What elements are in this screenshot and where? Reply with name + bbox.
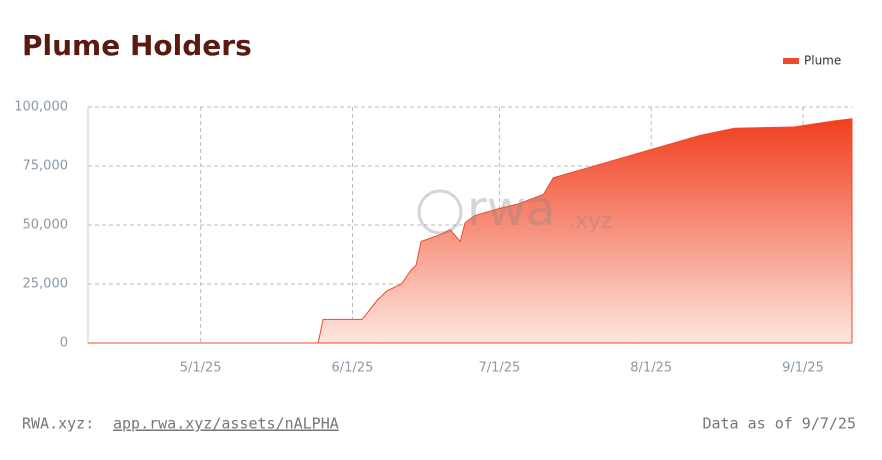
chart-title: Plume Holders xyxy=(22,29,252,62)
x-tick-label: 8/1/25 xyxy=(630,361,672,376)
y-tick-label: 25,000 xyxy=(23,277,69,292)
watermark-globe xyxy=(417,189,463,235)
y-tick-label: 50,000 xyxy=(23,218,69,233)
watermark-suffix: .xyz xyxy=(568,209,613,234)
x-tick-label: 5/1/25 xyxy=(180,361,222,376)
y-tick-label: 100,000 xyxy=(14,100,68,115)
footer-link[interactable]: app.rwa.xyz/assets/nALPHA xyxy=(113,415,339,433)
y-tick-label: 0 xyxy=(60,336,68,351)
area xyxy=(88,118,853,344)
legend-swatch xyxy=(783,58,799,64)
y-tick-label: 75,000 xyxy=(23,159,69,174)
footer-note: Data as of 9/7/25 xyxy=(702,415,856,433)
x-tick-label: 9/1/25 xyxy=(782,361,824,376)
x-tick-label: 7/1/25 xyxy=(478,361,520,376)
x-tick-label: 6/1/25 xyxy=(332,361,374,376)
legend-label: Plume xyxy=(804,54,841,68)
watermark: rwa xyxy=(467,181,555,237)
footer-source: RWA.xyz: xyxy=(22,415,94,433)
